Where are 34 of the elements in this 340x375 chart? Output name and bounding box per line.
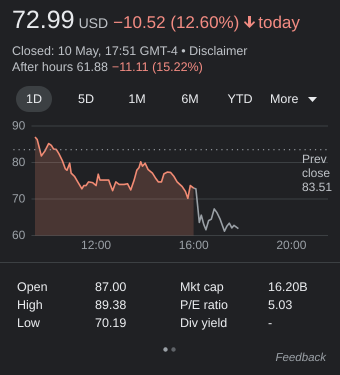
text: High <box>17 298 43 312</box>
text: 89.38 <box>95 298 126 312</box>
ref-line-label: Prev close 83.51 <box>302 152 332 194</box>
text: P/E ratio <box>180 298 228 312</box>
text: Low <box>17 316 40 330</box>
text: −11.11 (15.22%) <box>112 60 203 74</box>
text: Mkt cap <box>180 280 224 294</box>
text: Div yield <box>180 316 228 330</box>
text: 1M <box>127 92 147 106</box>
text: today <box>258 13 300 32</box>
chart-title: 72.99 <box>12 6 75 34</box>
text: USD <box>78 15 108 31</box>
text: After hours 61.88 <box>12 60 108 74</box>
text: −10.52 (12.60%) <box>113 13 240 32</box>
x-tick-label: 16:00 <box>178 238 210 252</box>
text: - <box>268 316 272 330</box>
text: 70.19 <box>95 316 126 330</box>
text: Open <box>17 280 48 294</box>
text: More <box>270 92 298 106</box>
x-tick-label: 12:00 <box>81 238 112 252</box>
chart-subtitle: Closed: 10 May, 17:51 GMT-4 • Disclaimer <box>12 44 248 58</box>
text: 16.20B <box>268 280 308 294</box>
y-tick-label: 60 <box>12 228 26 242</box>
x-tick-label: 20:00 <box>276 238 307 252</box>
text: 5D <box>77 92 95 106</box>
text: 87.00 <box>95 280 126 294</box>
text: 5.03 <box>268 298 292 312</box>
y-tick-label: 80 <box>12 154 26 169</box>
text: YTD <box>226 92 254 106</box>
text: 1D <box>25 92 43 106</box>
y-tick-label: 90 <box>12 118 26 132</box>
text: Feedback <box>275 352 326 364</box>
y-tick-label: 70 <box>12 191 26 206</box>
text: 6M <box>180 92 200 106</box>
